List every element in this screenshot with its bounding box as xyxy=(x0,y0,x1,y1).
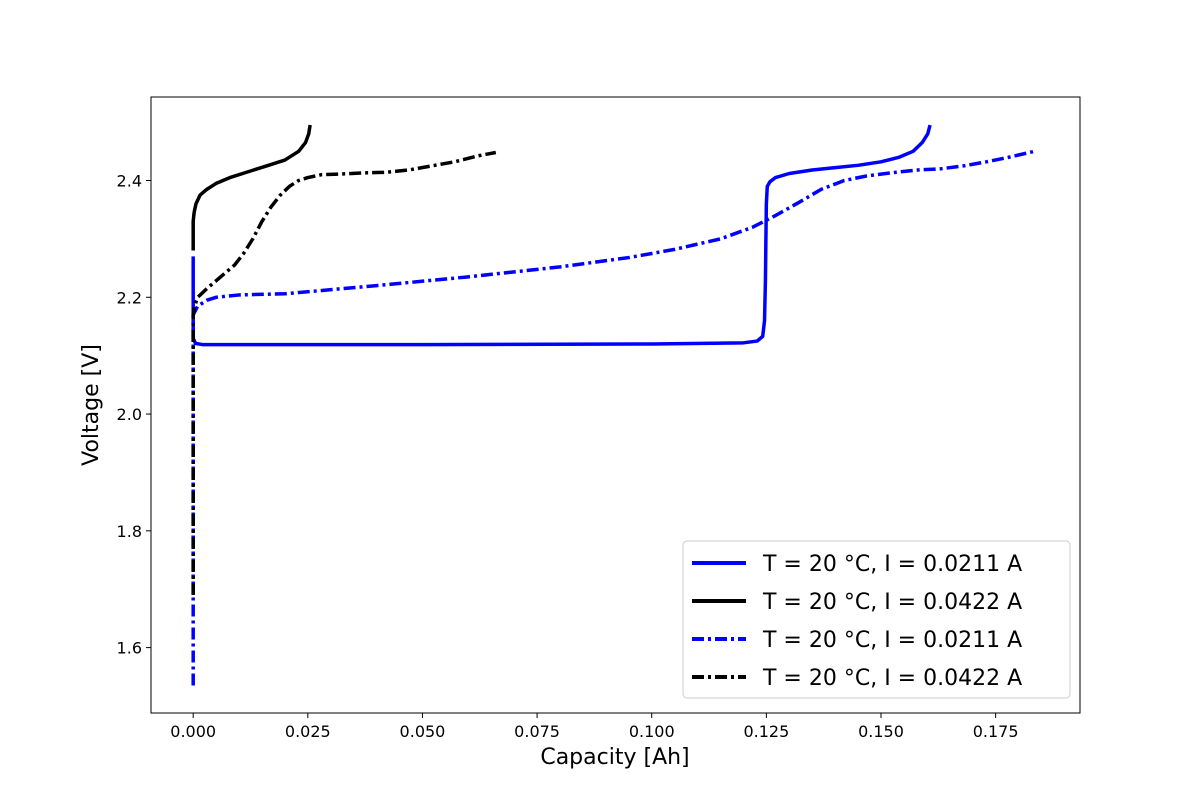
x-tick-label: 0.125 xyxy=(743,722,789,741)
legend: T = 20 °C, I = 0.0211 A T = 20 °C, I = 0.… xyxy=(682,540,1071,699)
series-line-1 xyxy=(191,124,932,347)
series-layer xyxy=(191,124,1035,686)
x-tick-label: 0.175 xyxy=(973,722,1019,741)
x-tick-label: 0.025 xyxy=(285,722,331,741)
legend-box xyxy=(682,540,1071,699)
legend-label-1: T = 20 °C, I = 0.0211 A xyxy=(762,552,1022,577)
series-line-2 xyxy=(191,124,312,251)
y-tick-label: 1.6 xyxy=(117,639,142,658)
x-tick-label: 0.050 xyxy=(400,722,446,741)
plot-area-frame xyxy=(150,96,1081,714)
y-tick-label: 2.0 xyxy=(117,405,142,424)
y-axis: 1.6 1.8 2.0 2.2 2.4 xyxy=(117,171,151,658)
x-axis: 0.000 0.025 0.050 0.075 0.100 0.125 0.150 0.175 xyxy=(170,713,1019,741)
x-tick-label: 0.150 xyxy=(858,722,904,741)
x-axis-label: Capacity [Ah] xyxy=(540,745,689,770)
y-tick-label: 1.8 xyxy=(117,522,142,541)
series-line-4 xyxy=(191,150,497,596)
x-tick-label: 0.000 xyxy=(170,722,216,741)
legend-label-3: T = 20 °C, I = 0.0211 A xyxy=(762,628,1022,653)
legend-label-4: T = 20 °C, I = 0.0422 A xyxy=(762,666,1022,691)
y-axis-label: Voltage [V] xyxy=(79,344,104,466)
y-tick-label: 2.4 xyxy=(117,171,142,190)
x-tick-label: 0.100 xyxy=(629,722,675,741)
y-tick-label: 2.2 xyxy=(117,288,142,307)
series-line-3 xyxy=(191,149,1035,686)
x-tick-label: 0.075 xyxy=(514,722,560,741)
legend-label-2: T = 20 °C, I = 0.0422 A xyxy=(762,590,1022,615)
